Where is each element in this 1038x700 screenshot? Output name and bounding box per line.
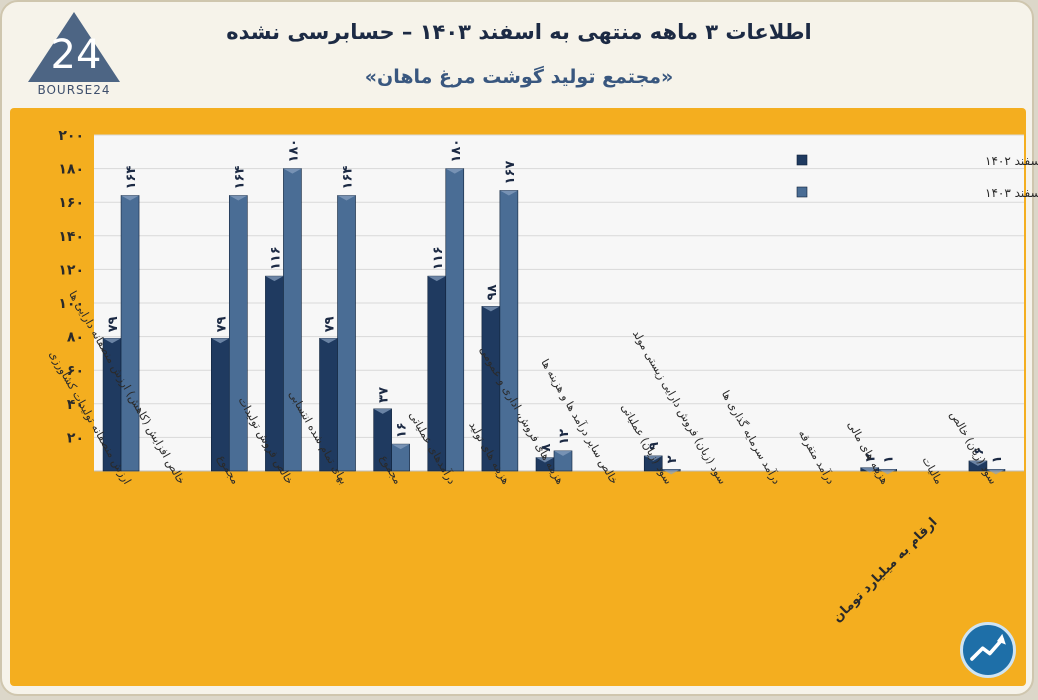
x-tick-label: سود (زیان) خالص: [947, 409, 999, 487]
y-tick-label: ۱۸۰: [58, 162, 84, 178]
bar-bevel: [121, 195, 140, 201]
page-subtitle: «مجتمع تولید گوشت مرغ ماهان»: [364, 66, 674, 88]
bar-bevel: [319, 338, 338, 344]
bar-1403: [228, 195, 248, 472]
y-tick-label: ۸۰: [67, 330, 84, 346]
data-label: ۱: [882, 455, 897, 463]
data-label: ۲: [665, 455, 680, 463]
bar-bevel: [373, 408, 392, 414]
data-label: ۹۸: [485, 284, 500, 300]
trend-badge-icon: [960, 622, 1016, 678]
data-label: ۲: [864, 454, 879, 462]
bar-1403: [120, 195, 140, 472]
bourse24-logo: 24: [28, 12, 120, 82]
x-tick-label: درآمد متفرقه: [796, 427, 838, 486]
data-label: ۱۸۰: [449, 139, 464, 163]
bar-1403: [337, 195, 356, 472]
bar-bevel: [662, 469, 681, 475]
bar-bevel: [860, 467, 879, 473]
y-tick-label: ۱۲۰: [58, 262, 84, 278]
data-label: ۱۱۶: [431, 246, 446, 270]
bar-bevel: [878, 469, 897, 475]
data-label: ۶: [972, 447, 987, 455]
data-label: ۳۷: [377, 387, 392, 403]
y-tick-label: ۱۰۰: [58, 296, 84, 312]
logo-triangle: [28, 12, 120, 82]
bar-bevel: [265, 276, 284, 282]
x-tick-label: مالیات: [919, 454, 945, 486]
data-label: ۱۶۴: [232, 166, 247, 190]
bar-bevel: [536, 457, 554, 463]
bar-1403: [283, 168, 302, 472]
logo-number: 24: [51, 32, 102, 78]
data-label: ۱۶۴: [341, 166, 356, 190]
legend-swatch: [796, 186, 808, 198]
data-label: ۷۹: [106, 316, 121, 332]
data-label: ۱۶: [395, 422, 410, 438]
bar-bevel: [427, 276, 446, 282]
bar-bevel: [986, 469, 1005, 475]
bar-bevel: [644, 455, 663, 461]
bar-bevel: [445, 168, 464, 174]
bar-bevel: [968, 460, 987, 466]
bar-bevel: [391, 444, 410, 450]
bar-bevel: [103, 338, 122, 344]
data-label: ۹: [647, 442, 662, 450]
page-title: اطلاعات ۳ ماهه منتهی به اسفند ۱۴۰۳ – حسا…: [226, 20, 812, 44]
bar-bevel: [229, 195, 248, 201]
y-tick-label: ۲۰: [67, 430, 84, 446]
data-label: ۸: [539, 444, 554, 452]
data-label: ۱۱۶: [268, 246, 283, 270]
data-label: ۱۲: [557, 429, 572, 445]
bar-1403: [445, 168, 465, 472]
bar-1402: [210, 337, 230, 472]
bar-bevel: [283, 168, 302, 174]
data-label: ۱۶۷: [503, 161, 518, 185]
legend-label: عملکرد منتهی به اسفند ۱۴۰۲: [985, 154, 1038, 169]
bar-1403: [499, 190, 519, 472]
data-label: ۱۸۰: [286, 139, 301, 163]
y-tick-label: ۴۰: [67, 397, 84, 413]
y-tick-label: ۲۰۰: [58, 128, 84, 144]
y-tick-label: ۶۰: [67, 363, 84, 379]
legend-swatch: [796, 154, 808, 166]
bar-bevel: [211, 338, 230, 344]
logo-text: BOURSE24: [37, 83, 111, 97]
bar-bevel: [499, 190, 518, 196]
data-label: ۱: [990, 455, 1005, 463]
data-label: ۷۹: [323, 316, 338, 332]
x-tick-label: هزینه های مالی: [845, 419, 892, 487]
bar-bevel: [554, 450, 572, 456]
bar-bevel: [481, 306, 500, 312]
x-tick-label: سود (زیان) عملیاتی: [618, 401, 675, 486]
bar-bevel: [337, 195, 356, 201]
data-label: ۷۹: [214, 316, 229, 332]
y-tick-label: ۱۶۰: [58, 195, 84, 211]
legend-label: عملکرد منتهی به اسفند ۱۴۰۳: [985, 186, 1038, 201]
data-label: ۱۶۴: [124, 166, 139, 190]
y-tick-label: ۱۴۰: [58, 229, 84, 245]
